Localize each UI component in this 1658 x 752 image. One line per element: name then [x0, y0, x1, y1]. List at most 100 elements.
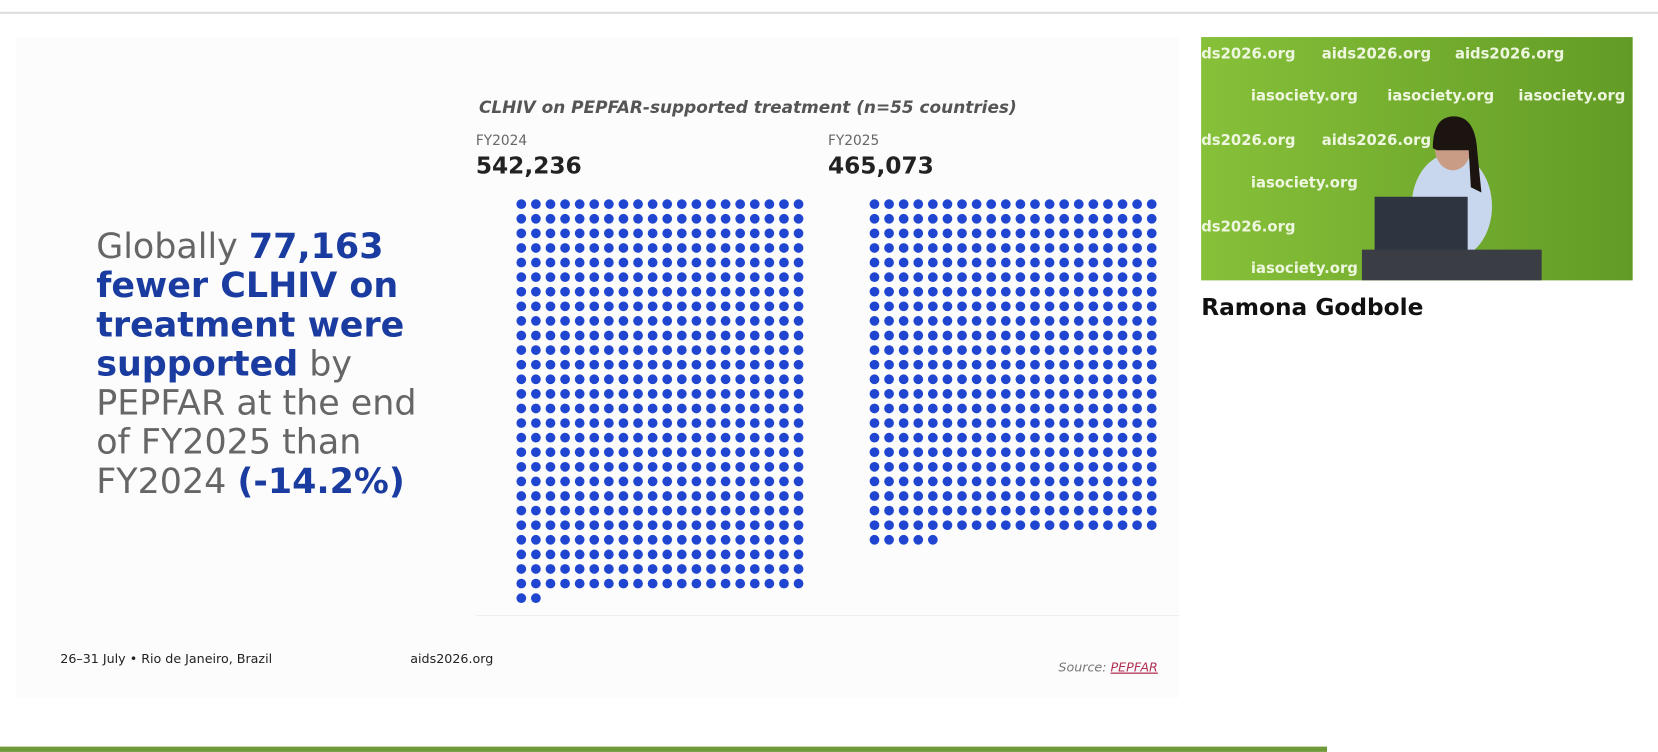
waffle-dot [957, 432, 967, 443]
waffle-dot [633, 476, 643, 487]
waffle-dot [676, 505, 687, 516]
waffle-dot [720, 491, 731, 501]
waffle-dot [706, 549, 716, 560]
laptop [1374, 196, 1468, 252]
waffle-dot [764, 534, 775, 545]
waffle-dot [706, 330, 716, 341]
waffle-dot [676, 359, 687, 370]
waffle-dot [545, 345, 556, 355]
waffle-dot [735, 578, 746, 589]
waffle-dot [913, 418, 924, 428]
waffle-dot [1044, 316, 1055, 326]
waffle-dot [633, 243, 643, 253]
waffle-dot [516, 593, 527, 604]
waffle-dot [676, 272, 687, 282]
waffle-dot [1132, 520, 1142, 531]
waffle-dot [942, 286, 953, 297]
waffle-dot [574, 301, 585, 312]
waffle-dot [1000, 447, 1011, 458]
waffle-dot [618, 257, 629, 268]
waffle-dot [574, 389, 585, 399]
waffle-dot [589, 549, 600, 560]
waffle-dot [516, 286, 527, 297]
waffle-dot [603, 213, 614, 224]
waffle-dot [749, 243, 760, 253]
watermarks: ds2026.org aids2026.org aids2026.org iasoci… [1201, 45, 1625, 277]
waffle-dot [545, 389, 556, 399]
waffle-dot [1146, 272, 1157, 282]
waffle-dot [735, 520, 746, 531]
waffle-dot [913, 491, 924, 501]
waffle-dot [603, 330, 614, 341]
waffle-dot [735, 447, 746, 458]
waffle-dot [927, 359, 938, 370]
waffle-dot [927, 432, 938, 443]
waffle-dot [1103, 374, 1113, 385]
waffle-dot [560, 228, 570, 239]
waffle-dot [1132, 301, 1142, 312]
waffle-dot [942, 213, 953, 224]
waffle-dot [1030, 272, 1040, 282]
waffle-dot [1117, 476, 1128, 487]
waffle-dot [913, 228, 924, 239]
waffle-dot [560, 316, 570, 326]
waffle-dot [927, 301, 938, 312]
waffle-dot [779, 447, 789, 458]
waffle-dot [869, 286, 880, 297]
waffle-dot [589, 491, 600, 501]
waffle-dot [793, 461, 804, 472]
waffle-dot [942, 272, 953, 282]
waffle-dot [735, 432, 746, 443]
waffle-dot [913, 447, 924, 458]
waffle-dot [633, 403, 643, 414]
waffle-dot [884, 461, 894, 472]
waffle-dot [720, 243, 731, 253]
waffle-dot [1030, 461, 1040, 472]
waffle-dot [720, 432, 731, 443]
waffle-dot [1015, 286, 1026, 297]
waffle-dot [647, 505, 658, 516]
waffle-dot [531, 461, 541, 472]
waffle-dot [531, 330, 541, 341]
waffle-dot [1103, 476, 1113, 487]
waffle-dot [531, 476, 541, 487]
waffle-dot [531, 491, 541, 501]
waffle-dot [1073, 432, 1084, 443]
waffle-dot [1000, 301, 1011, 312]
waffle-dot [647, 476, 658, 487]
waffle-dot [1073, 418, 1084, 428]
waffle-dot [603, 316, 614, 326]
waffle-dot [749, 520, 760, 531]
waffle-dot [898, 389, 909, 399]
waffle-dot [898, 534, 909, 545]
headline-emphasis: treatment were [96, 305, 404, 345]
waffle-dot [706, 520, 716, 531]
waffle-dot [1103, 505, 1113, 516]
waffle-dot [927, 389, 938, 399]
waffle-dot [884, 359, 894, 370]
waffle-dot [957, 403, 967, 414]
waffle-dot [971, 272, 982, 282]
waffle-dot [676, 564, 687, 574]
waffle-dot [1030, 243, 1040, 253]
waffle-dot [574, 578, 585, 589]
waffle-dot [691, 403, 702, 414]
waffle-dot [793, 403, 804, 414]
waffle-dot [618, 534, 629, 545]
waffle-dot [898, 243, 909, 253]
waffle-dot [913, 213, 924, 224]
watermark: aids2026.org [1322, 45, 1431, 62]
waffle-dot [793, 359, 804, 370]
headline-text: FY2024 [96, 462, 237, 502]
waffle-dot [589, 199, 600, 210]
waffle-dot [1088, 491, 1099, 501]
waffle-dot [676, 491, 687, 501]
waffle-dot [927, 461, 938, 472]
waffle-dot [545, 476, 556, 487]
waffle-dot [942, 243, 953, 253]
headline-text: PEPFAR at the end [96, 384, 416, 424]
waffle-dot [647, 213, 658, 224]
waffle-dot [1117, 505, 1128, 516]
waffle-dot [560, 257, 570, 268]
waffle-dot [516, 257, 527, 268]
